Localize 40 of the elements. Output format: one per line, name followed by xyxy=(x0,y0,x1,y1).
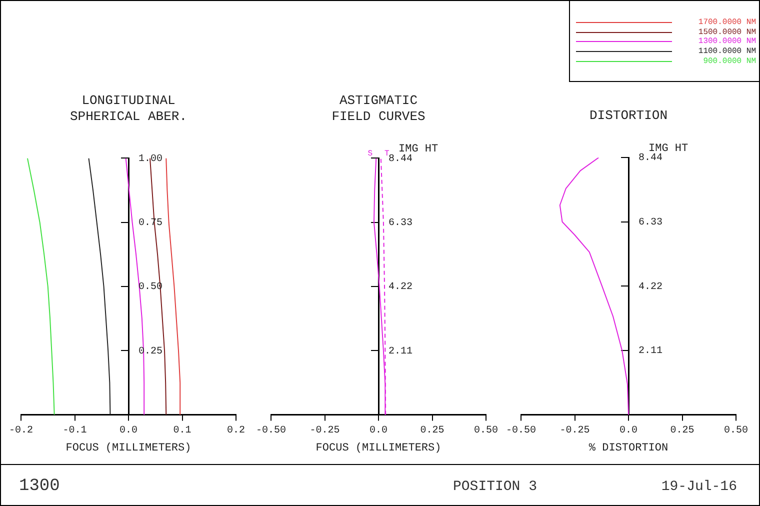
chart-title: ASTIGMATIC FIELD CURVES xyxy=(332,93,426,124)
x-axis-title: % DISTORTION xyxy=(588,442,668,454)
x-tick-label: 0.50 xyxy=(724,425,748,436)
y-tick-label: 2.11 xyxy=(388,346,413,358)
text: 1300.0000 NM xyxy=(698,37,756,48)
y-tick-label: 2.11 xyxy=(638,346,663,358)
text: 1700.0000 NM xyxy=(698,18,756,28)
text: 1100.0000 NM xyxy=(698,47,756,58)
y-tick-label: 8.44 xyxy=(638,153,663,164)
series-label: T xyxy=(384,149,390,158)
x-tick-label: -0.50 xyxy=(256,425,286,436)
x-tick-label: 0.0 xyxy=(369,425,388,436)
x-tick-label: -0.25 xyxy=(560,425,590,436)
text: 19-Jul-16 xyxy=(661,479,737,495)
x-tick-label: -0.1 xyxy=(62,425,87,436)
x-tick-label: 0.0 xyxy=(619,425,638,436)
x-tick-label: 0.2 xyxy=(226,425,246,436)
x-tick-label: 0.50 xyxy=(474,425,498,436)
y-tick-label: 4.22 xyxy=(388,282,413,294)
x-axis-title: FOCUS (MILLIMETERS) xyxy=(316,442,442,454)
y-tick-label: 6.33 xyxy=(388,218,413,229)
x-tick-label: 0.25 xyxy=(670,425,694,436)
chart-title: DISTORTION xyxy=(589,108,668,124)
x-tick-label: 0.0 xyxy=(119,425,138,436)
series-label: S xyxy=(368,149,373,158)
text: 900.0000 NM xyxy=(703,56,756,67)
x-tick-label: -0.2 xyxy=(8,425,34,436)
chart-title: LONGITUDINAL SPHERICAL ABER. xyxy=(70,93,188,124)
x-tick-label: 0.1 xyxy=(173,425,192,436)
x-tick-label: 0.25 xyxy=(420,425,444,436)
text: 1300 xyxy=(19,477,60,496)
text: POSITION 3 xyxy=(453,479,538,495)
x-tick-label: -0.25 xyxy=(310,425,340,436)
x-axis-title: FOCUS (MILLIMETERS) xyxy=(66,442,192,454)
y-tick-label: 4.22 xyxy=(638,282,663,293)
x-tick-label: -0.50 xyxy=(506,425,536,436)
y-tick-label: 8.44 xyxy=(388,154,413,165)
y-tick-label: 1.00 xyxy=(138,154,163,165)
y-tick-label: 6.33 xyxy=(638,218,663,229)
text: 1500.0000 NM xyxy=(698,28,756,38)
